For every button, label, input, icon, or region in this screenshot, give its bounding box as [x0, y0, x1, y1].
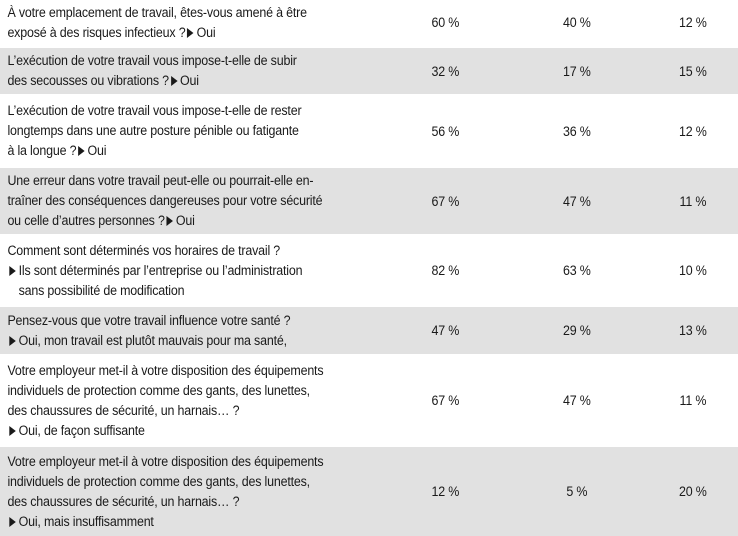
- triangle-bullet-icon: [9, 516, 16, 527]
- value-col-2: 47 %: [562, 193, 591, 209]
- triangle-bullet-icon: [9, 265, 16, 276]
- triangle-bullet-icon: [9, 425, 16, 436]
- answer-text: Oui, mais insuffisamment: [18, 513, 154, 529]
- question-line: À votre emplacement de travail, êtes-vou…: [7, 4, 307, 20]
- question-line: individuels de protection comme des gant…: [7, 473, 310, 489]
- question-text: des secousses ou vibrations ?: [7, 73, 169, 88]
- triangle-bullet-icon: [170, 76, 178, 86]
- answer-text: Oui, mon travail est plutôt mauvais pour…: [18, 332, 287, 348]
- value-col-3: 15 %: [679, 63, 707, 79]
- question-line: Une erreur dans votre travail peut-elle …: [7, 173, 314, 188]
- answer-line: Oui, mon travail est plutôt mauvais pour…: [7, 331, 352, 351]
- question-line: individuels de protection comme des gant…: [7, 382, 310, 398]
- value-col-3: 11 %: [679, 193, 707, 209]
- answer-line: Ils sont déterminés par l’entreprise ou …: [7, 261, 352, 281]
- value-col-2: 63 %: [562, 263, 591, 278]
- value-col-1: 67 %: [431, 193, 460, 209]
- value-col-2: 17 %: [562, 63, 591, 79]
- question-line: L’exécution de votre travail vous impose…: [7, 53, 297, 68]
- answer-text: Oui: [87, 143, 107, 158]
- question-line: des secousses ou vibrations ? Oui: [7, 71, 352, 91]
- value-col-2: 40 %: [562, 15, 591, 30]
- value-col-2: 36 %: [562, 123, 591, 139]
- value-col-1: 56 %: [431, 123, 460, 139]
- value-col-2: 47 %: [562, 393, 591, 408]
- value-col-2: 5 %: [565, 484, 587, 499]
- value-col-2: 29 %: [562, 323, 591, 338]
- question-text: à la longue ?: [7, 143, 77, 158]
- table-row: Votre employeur met-il à votre dispositi…: [0, 357, 738, 447]
- question-line: traîner des conséquences dangereuses pou…: [7, 193, 323, 208]
- value-col-3: 11 %: [679, 393, 707, 408]
- answer-text: Oui, de façon suffisante: [18, 422, 145, 438]
- answer-text: Ils sont déterminés par l’entreprise ou …: [18, 262, 303, 278]
- question-line: L’exécution de votre travail vous impose…: [7, 103, 302, 118]
- question-text: exposé à des risques infectieux ?: [7, 24, 186, 40]
- table-row: Comment sont déterminés vos horaires de …: [0, 237, 738, 307]
- question-line: longtemps dans une autre posture pénible…: [7, 123, 299, 138]
- answer-text: Oui: [180, 73, 199, 88]
- question-cell: L’exécution de votre travail vous impose…: [0, 101, 352, 161]
- triangle-bullet-icon: [166, 216, 174, 226]
- table-row: Votre employeur met-il à votre dispositi…: [0, 447, 738, 536]
- triangle-bullet-icon: [9, 335, 16, 346]
- question-line: Pensez-vous que votre travail influence …: [7, 312, 291, 328]
- question-line: ou celle d’autres personnes ? Oui: [7, 211, 352, 231]
- question-line: des chaussures de sécurité, un harnais… …: [7, 493, 240, 509]
- question-cell: Votre employeur met-il à votre dispositi…: [0, 361, 352, 441]
- value-col-1: 82 %: [431, 263, 460, 278]
- value-col-1: 32 %: [431, 63, 460, 79]
- value-col-3: 20 %: [679, 484, 707, 499]
- answer-line: Oui, de façon suffisante: [7, 421, 352, 441]
- answer-text: Oui: [196, 24, 216, 40]
- table-row: Une erreur dans votre travail peut-elle …: [0, 168, 738, 237]
- value-col-1: 47 %: [431, 323, 460, 338]
- value-col-3: 12 %: [679, 123, 707, 139]
- value-col-3: 10 %: [679, 263, 707, 278]
- question-line: Votre employeur met-il à votre dispositi…: [7, 453, 324, 469]
- value-col-1: 60 %: [431, 15, 460, 30]
- question-line: à la longue ? Oui: [7, 141, 352, 161]
- triangle-bullet-icon: [187, 27, 194, 38]
- answer-line: Oui, mais insuffisamment: [7, 512, 352, 532]
- table-row: L’exécution de votre travail vous impose…: [0, 97, 738, 168]
- question-cell: Une erreur dans votre travail peut-elle …: [0, 171, 352, 231]
- question-cell: L’exécution de votre travail vous impose…: [0, 51, 352, 91]
- answer-line: sans possibilité de modification: [18, 282, 185, 298]
- triangle-bullet-icon: [78, 146, 85, 156]
- question-cell: Pensez-vous que votre travail influence …: [0, 311, 352, 351]
- table-row: Pensez-vous que votre travail influence …: [0, 307, 738, 357]
- question-cell: À votre emplacement de travail, êtes-vou…: [0, 3, 352, 43]
- value-col-1: 12 %: [431, 484, 460, 499]
- question-text: ou celle d’autres personnes ?: [7, 213, 165, 228]
- table-row: L’exécution de votre travail vous impose…: [0, 48, 738, 97]
- question-line: Votre employeur met-il à votre dispositi…: [7, 362, 324, 378]
- question-line: Comment sont déterminés vos horaires de …: [7, 242, 281, 258]
- value-col-1: 67 %: [431, 393, 460, 408]
- question-line: exposé à des risques infectieux ? Oui: [7, 23, 352, 43]
- answer-text: Oui: [175, 213, 195, 228]
- value-col-3: 12 %: [679, 15, 707, 30]
- value-col-3: 13 %: [679, 323, 707, 338]
- question-cell: Votre employeur met-il à votre dispositi…: [0, 452, 352, 532]
- question-cell: Comment sont déterminés vos horaires de …: [0, 241, 352, 301]
- table-row: À votre emplacement de travail, êtes-vou…: [0, 0, 738, 48]
- question-line: des chaussures de sécurité, un harnais… …: [7, 402, 240, 418]
